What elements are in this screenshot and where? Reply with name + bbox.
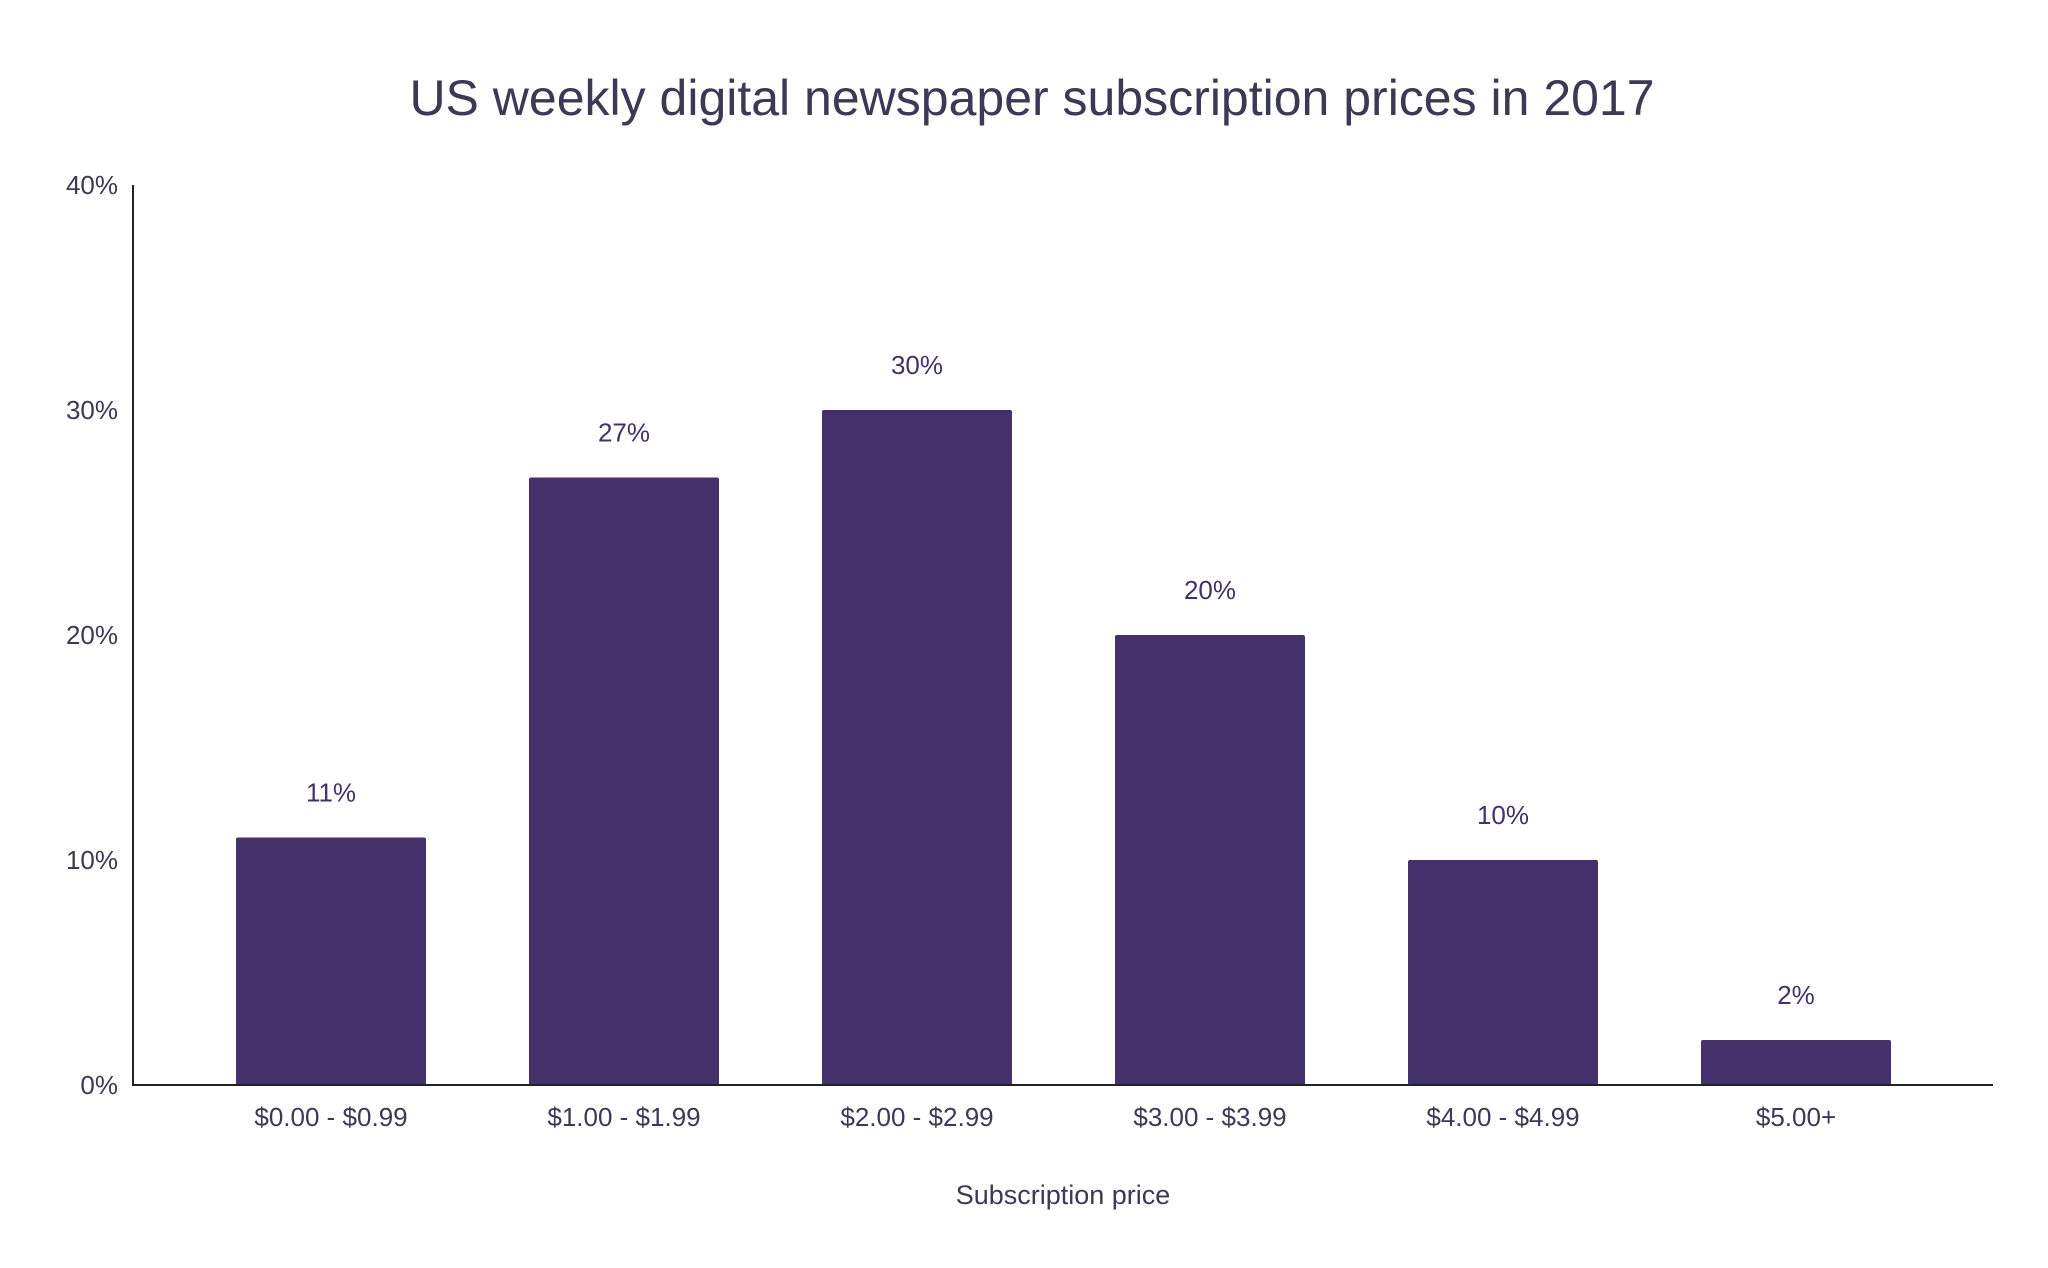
bar: [236, 837, 426, 1085]
x-tick-label: $5.00+: [1756, 1102, 1836, 1132]
y-tick-label: 20%: [66, 620, 118, 650]
data-label: 11%: [306, 778, 356, 808]
x-tick-label: $1.00 - $1.99: [547, 1102, 700, 1132]
data-label: 20%: [1184, 575, 1236, 605]
x-axis-title: Subscription price: [956, 1180, 1171, 1210]
bar: [529, 477, 719, 1085]
x-tick-label: $3.00 - $3.99: [1133, 1102, 1286, 1132]
bar: [1701, 1040, 1891, 1085]
y-tick-label: 10%: [66, 845, 118, 875]
x-tick-label: $2.00 - $2.99: [840, 1102, 993, 1132]
x-tick-label: $4.00 - $4.99: [1426, 1102, 1579, 1132]
bar: [822, 410, 1012, 1085]
chart-title: US weekly digital newspaper subscription…: [409, 70, 1654, 126]
y-tick-label: 40%: [66, 170, 118, 200]
y-tick-label: 0%: [80, 1070, 118, 1100]
data-label: 10%: [1477, 800, 1529, 830]
x-tick-label: $0.00 - $0.99: [254, 1102, 407, 1132]
y-tick-label: 30%: [66, 395, 118, 425]
data-label: 27%: [598, 418, 650, 448]
data-label: 30%: [891, 350, 943, 380]
bar: [1408, 860, 1598, 1085]
bar: [1115, 635, 1305, 1085]
data-label: 2%: [1777, 980, 1815, 1010]
